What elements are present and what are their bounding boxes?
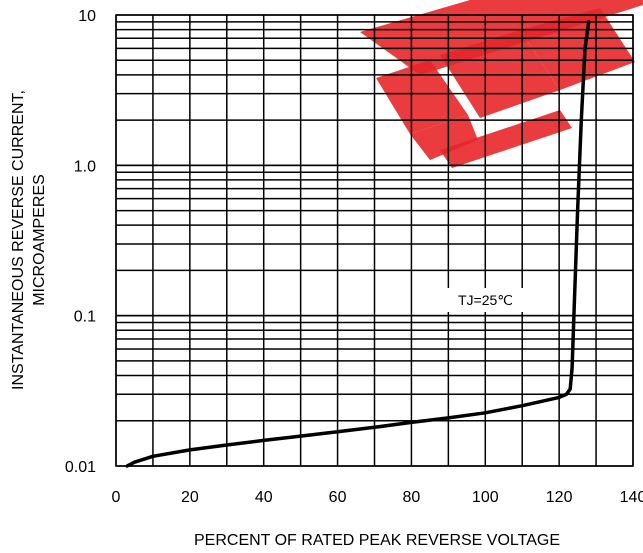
y-tick-labels: 0.01 0.1 1.0 10	[65, 8, 96, 476]
y-axis-title-line1: INSTANTANEOUS REVERSE CURRENT,	[10, 90, 27, 390]
chart-grid	[115, 14, 634, 467]
watermark-block	[376, 60, 468, 134]
watermark-block	[440, 30, 560, 118]
annotation-background	[440, 288, 544, 312]
x-axis-title: PERCENT OF RATED PEAK REVERSE VOLTAGE	[194, 532, 560, 549]
series-line	[125, 20, 591, 468]
plot-border	[115, 14, 634, 467]
watermark-logo	[360, 0, 643, 168]
x-tick-label: 100	[472, 489, 499, 506]
x-tick-label: 20	[181, 489, 199, 506]
x-tick-labels: 0 20 40 60 80 100 120 140	[112, 489, 643, 506]
x-tick-label: 140	[620, 489, 643, 506]
annotation-label: TJ=25℃	[458, 292, 513, 308]
x-tick-label: 0	[112, 489, 121, 506]
y-tick-label: 10	[78, 8, 96, 25]
x-tick-label: 80	[403, 489, 421, 506]
x-tick-label: 60	[329, 489, 347, 506]
y-axis-title-line2: MICROAMPERES	[31, 174, 48, 306]
y-tick-label: 0.1	[74, 309, 96, 326]
watermark-block	[410, 115, 478, 160]
watermark-block	[440, 110, 572, 168]
y-tick-label: 0.01	[65, 459, 96, 476]
x-tick-label: 40	[255, 489, 273, 506]
x-tick-label: 120	[546, 489, 573, 506]
series-group	[125, 20, 591, 468]
y-tick-label: 1.0	[74, 158, 96, 175]
